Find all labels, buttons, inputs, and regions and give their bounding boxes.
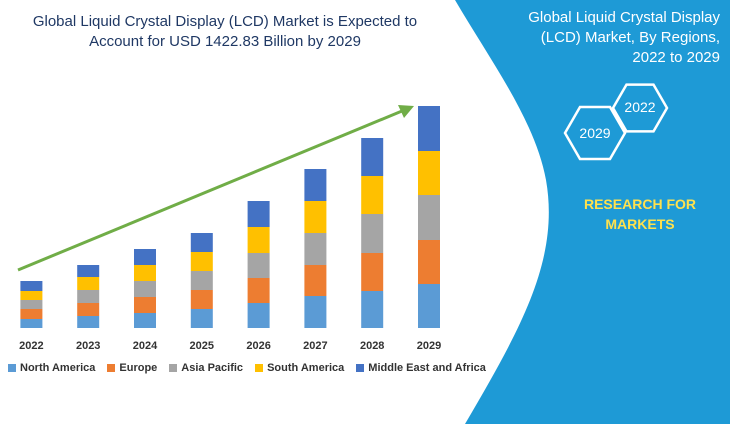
bar-segment xyxy=(77,316,100,328)
bar-segment xyxy=(134,297,156,313)
bar-segment xyxy=(361,176,384,214)
legend: North America Europe Asia Pacific South Ame… xyxy=(8,362,486,374)
legend-swatch xyxy=(169,364,178,372)
bar-segment xyxy=(77,265,100,277)
bar-segment xyxy=(304,169,327,201)
badge: 2029 xyxy=(579,125,610,141)
bar-segment xyxy=(20,281,43,291)
legend-swatch xyxy=(8,364,16,372)
bar-segment xyxy=(418,284,440,328)
bar-segment xyxy=(361,291,384,328)
bar-segment xyxy=(304,296,327,328)
hexagon xyxy=(611,83,669,133)
legend-item: Asia Pacific xyxy=(169,362,243,374)
bar-segment xyxy=(247,253,270,278)
arrow-head xyxy=(398,105,414,118)
badge: 2022 xyxy=(624,99,655,115)
bar-segment xyxy=(77,290,100,303)
bar-segment xyxy=(134,265,156,281)
bar-segment xyxy=(77,277,100,290)
bar-segment xyxy=(418,106,440,151)
x-tick-label: 2025 xyxy=(190,340,214,352)
bar-segment xyxy=(304,233,327,265)
legend-swatch xyxy=(107,364,116,372)
legend-label: South America xyxy=(267,362,345,374)
x-tick-label: 2022 xyxy=(19,340,43,352)
bar-segment xyxy=(190,290,213,309)
bar-segment xyxy=(304,201,327,233)
bar-segment xyxy=(134,249,156,265)
bar-segment xyxy=(77,303,100,316)
bar-segment xyxy=(20,300,43,309)
legend-item: South America xyxy=(255,362,344,374)
bar-segment xyxy=(247,227,270,253)
x-tick-label: 2027 xyxy=(303,340,327,352)
bar-segment xyxy=(247,201,270,227)
x-tick-label: 2024 xyxy=(133,340,158,352)
bar-segment xyxy=(304,265,327,296)
panel-background xyxy=(455,0,730,424)
chart-title: Global Liquid Crystal Display (LCD) Mark… xyxy=(32,13,418,50)
trend-arrow xyxy=(17,109,403,272)
bar-segment xyxy=(190,271,213,290)
hexagon xyxy=(563,105,627,161)
bar-segment xyxy=(247,278,270,303)
x-tick-label: 2026 xyxy=(246,340,270,352)
legend-item: North America xyxy=(8,362,95,374)
x-tick-label: 2028 xyxy=(360,340,384,352)
bar-segment xyxy=(247,303,270,328)
bar-segment xyxy=(361,253,384,291)
bar-segment xyxy=(361,214,384,253)
bar-segment xyxy=(361,138,384,176)
legend-swatch xyxy=(356,364,365,372)
x-tick-label: 2029 xyxy=(417,340,441,352)
x-tick-label: 2023 xyxy=(76,340,100,352)
bar-segment xyxy=(418,240,440,284)
legend-label: Asia Pacific xyxy=(181,362,244,374)
legend-item: Middle East and Africa xyxy=(356,362,486,374)
legend-swatch xyxy=(255,364,264,372)
bar-segment xyxy=(134,281,156,297)
panel-title: Global Liquid Crystal Display (LCD) Mark… xyxy=(528,9,720,66)
legend-label: North America xyxy=(20,362,96,374)
brand: RESEARCH FOR MARKETS xyxy=(583,196,696,232)
legend-item: Europe xyxy=(107,362,157,374)
bar-segment xyxy=(190,309,213,328)
legend-label: Middle East and Africa xyxy=(368,362,486,374)
bar-segment xyxy=(418,195,440,240)
bar-segment xyxy=(190,233,213,252)
bar-segment xyxy=(418,151,440,195)
legend-label: Europe xyxy=(119,362,158,374)
bar-segment xyxy=(190,252,213,271)
bar-segment xyxy=(134,313,156,328)
bar-segment xyxy=(20,319,43,328)
bars: 2022 2023 2024 2025 2026 2027 2028 2029 xyxy=(19,106,441,352)
bar-segment xyxy=(20,291,43,300)
bar-segment xyxy=(20,309,43,319)
